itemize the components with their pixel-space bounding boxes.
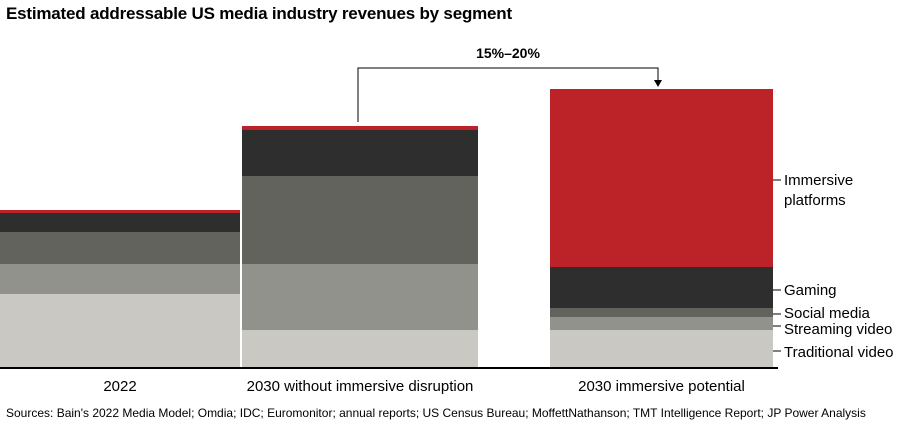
segment-label-immersive-platforms-line-1: Immersive bbox=[784, 172, 853, 189]
bar-segment-traditional-video-2030-immersive-potential bbox=[550, 330, 773, 367]
category-label-2030-without-immersive-disruption: 2030 without immersive disruption bbox=[247, 378, 474, 395]
bar-segment-social-media-2022 bbox=[0, 232, 240, 264]
segment-label-traditional-video: Traditional video bbox=[784, 344, 894, 361]
bar-segment-gaming-2030-immersive-potential bbox=[550, 267, 773, 308]
bar-segment-social-media-2030-without-immersive-disruption bbox=[242, 176, 478, 264]
bar-segment-social-media-2030-immersive-potential bbox=[550, 308, 773, 317]
change-arrowhead bbox=[654, 80, 662, 87]
category-label-2022: 2022 bbox=[103, 378, 136, 395]
bar-segment-immersive-platforms-2030-without-immersive-disruption bbox=[242, 126, 478, 130]
segment-label-streaming-video: Streaming video bbox=[784, 321, 892, 338]
change-connector bbox=[357, 67, 659, 122]
bar-segment-traditional-video-2022 bbox=[0, 294, 240, 367]
segment-label-social-media: Social media bbox=[784, 305, 871, 322]
source-note: Sources: Bain's 2022 Media Model; Omdia;… bbox=[6, 406, 866, 420]
segment-label-gaming: Gaming bbox=[784, 282, 837, 299]
bar-segment-gaming-2022 bbox=[0, 213, 240, 232]
chart-title: Estimated addressable US media industry … bbox=[6, 4, 512, 23]
segment-label-immersive-platforms-line-2: platforms bbox=[784, 192, 846, 209]
bar-segment-immersive-platforms-2030-immersive-potential bbox=[550, 89, 773, 267]
bar-segment-streaming-video-2030-without-immersive-disruption bbox=[242, 264, 478, 330]
bar-segment-streaming-video-2022 bbox=[0, 264, 240, 294]
bar-segment-traditional-video-2030-without-immersive-disruption bbox=[242, 330, 478, 367]
bar-segment-streaming-video-2030-immersive-potential bbox=[550, 317, 773, 330]
bar-segment-gaming-2030-without-immersive-disruption bbox=[242, 130, 478, 176]
bar-segment-immersive-platforms-2022 bbox=[0, 210, 240, 213]
change-label: 15%–20% bbox=[476, 45, 540, 61]
category-label-2030-immersive-potential: 2030 immersive potential bbox=[578, 378, 745, 395]
